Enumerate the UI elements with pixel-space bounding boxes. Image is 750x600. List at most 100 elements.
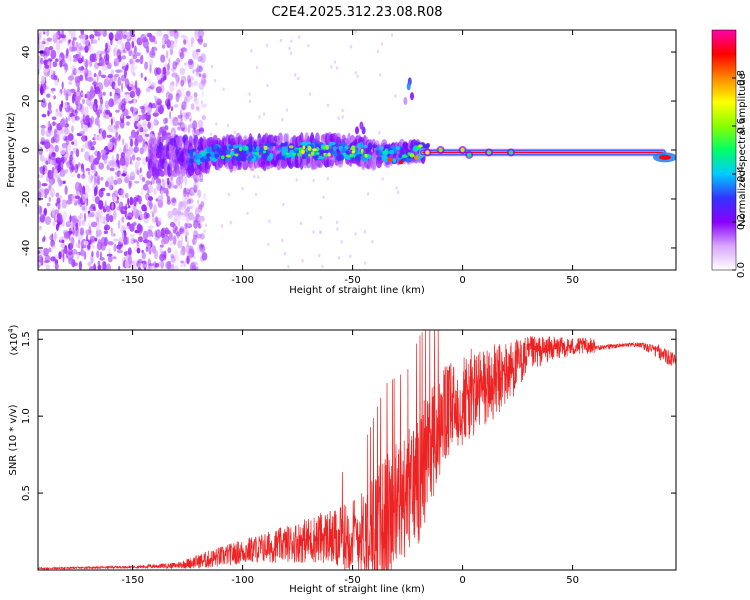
noise-speckle [197, 119, 204, 129]
noise-speckle [131, 154, 136, 161]
noise-speckle [167, 210, 173, 219]
noise-speckle [180, 47, 186, 52]
noise-speckle [124, 260, 129, 268]
noise-speckle [68, 257, 74, 265]
band-hotspot [239, 147, 243, 152]
sparse-speckle [341, 108, 344, 113]
noise-speckle [38, 31, 42, 40]
spectrogram-y-axis-title: Frequency (Hz) [6, 112, 17, 188]
noise-speckle [41, 249, 44, 256]
noise-speckle [154, 262, 160, 268]
noise-speckle [97, 37, 100, 41]
noise-speckle [82, 113, 86, 123]
noise-speckle [173, 217, 180, 225]
noise-speckle [97, 133, 103, 142]
noise-speckle [129, 138, 134, 147]
noise-speckle [70, 88, 76, 93]
noise-speckle [154, 109, 158, 116]
band-hotspot [321, 145, 327, 149]
noise-speckle [108, 98, 114, 108]
snr-y-axis-title: SNR (10 * v/v) [8, 404, 19, 475]
noise-speckle [120, 152, 126, 159]
band-hotspot [349, 153, 354, 158]
noise-speckle [172, 235, 177, 245]
noise-speckle [85, 59, 88, 70]
noise-speckle [92, 140, 97, 146]
noise-speckle [159, 244, 164, 248]
noise-speckle [69, 214, 72, 223]
band-core-blob [280, 156, 286, 161]
chart-title: C2E4.2025.312.23.08.R08 [271, 5, 442, 20]
sparse-speckle [336, 227, 339, 231]
noise-speckle [105, 109, 111, 115]
noise-speckle [126, 174, 130, 178]
band-hotspot [307, 146, 312, 151]
noise-speckle [38, 255, 44, 263]
noise-speckle [149, 35, 156, 43]
noise-speckle [100, 74, 107, 79]
noise-speckle [80, 117, 83, 125]
sparse-speckle [266, 83, 269, 88]
noise-speckle [171, 196, 177, 206]
sparse-speckle [381, 177, 384, 181]
sparse-speckle [203, 229, 206, 234]
snr-series-line [38, 330, 676, 570]
noise-speckle [76, 252, 80, 260]
noise-speckle [136, 260, 142, 268]
noise-speckle [170, 253, 175, 259]
noise-speckle [71, 116, 76, 124]
band-blob [167, 163, 173, 177]
x-tick-label: -150 [121, 275, 144, 286]
band-core-blob [225, 149, 231, 156]
sparse-speckle [213, 79, 217, 83]
band-hotspot [244, 145, 249, 151]
band-hotspot [263, 145, 268, 150]
y-tick-label: -40 [21, 240, 32, 256]
y-tick-label: 20 [21, 95, 32, 108]
sparse-speckle [227, 192, 231, 197]
noise-speckle [133, 114, 140, 122]
noise-speckle [50, 256, 56, 262]
band-core-blob [269, 152, 274, 160]
noise-speckle [154, 249, 158, 260]
noise-speckle [140, 55, 144, 60]
noise-speckle [72, 30, 77, 35]
band-hotspot [360, 148, 364, 153]
noise-speckle [122, 138, 125, 145]
noise-speckle [49, 178, 53, 187]
noise-speckle [193, 184, 198, 193]
noise-speckle [97, 209, 103, 219]
snr-y-ticks: 0.5 1.0 1.5 [21, 331, 676, 501]
band-core-blob [375, 146, 380, 151]
colorbar-tick-label: 0.2 [736, 214, 747, 230]
sparse-speckle [390, 33, 394, 37]
noise-speckle [196, 64, 200, 74]
noise-speckle [172, 129, 174, 138]
noise-speckle [196, 199, 200, 205]
noise-speckle [193, 92, 198, 98]
noise-speckle [92, 245, 95, 249]
sparse-speckle [290, 39, 293, 43]
sparse-speckle [186, 208, 189, 213]
noise-speckle [197, 66, 201, 76]
sparse-speckle [285, 108, 289, 112]
noise-speckle [183, 175, 188, 182]
band-core-blob [248, 155, 254, 159]
noise-speckle [174, 264, 180, 270]
noise-speckle [191, 264, 197, 270]
noise-speckle [40, 75, 46, 85]
sparse-speckle [248, 99, 252, 104]
noise-speckle [169, 83, 175, 93]
noise-speckle [43, 235, 46, 242]
noise-speckle [55, 223, 59, 231]
x-tick-label: -50 [344, 275, 360, 286]
noise-speckle [127, 247, 132, 256]
noise-speckle [99, 53, 102, 62]
noise-speckle [170, 263, 175, 270]
sparse-speckle [253, 174, 256, 179]
sparse-speckle [262, 112, 266, 116]
noise-speckle [107, 256, 113, 263]
noise-speckle [87, 212, 94, 218]
line-end-core [659, 154, 671, 160]
noise-speckle [72, 58, 78, 63]
